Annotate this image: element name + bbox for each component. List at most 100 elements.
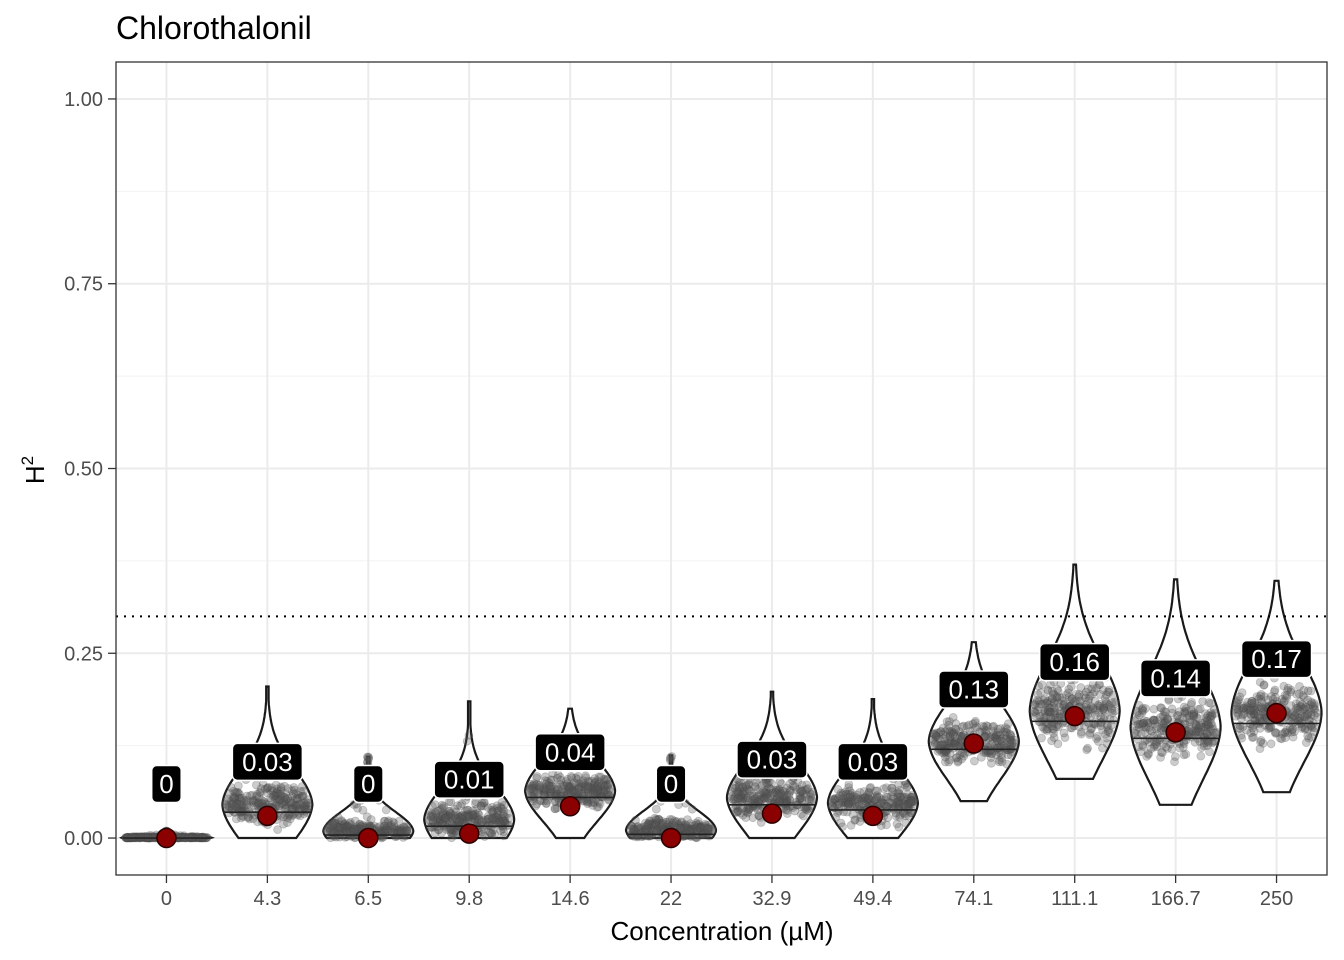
y-axis: 0.00 0.25 0.50 0.75 1.00 xyxy=(64,89,116,850)
jitter-point xyxy=(242,796,252,805)
jitter-point xyxy=(401,831,411,841)
jitter-point xyxy=(496,826,506,836)
jitter-point xyxy=(327,818,337,828)
jitter-point xyxy=(394,816,404,826)
jitter-point xyxy=(287,786,297,796)
jitter-point xyxy=(272,788,282,798)
value-label: 0.14 xyxy=(1150,663,1201,693)
jitter-point xyxy=(1233,708,1242,717)
jitter-point xyxy=(441,813,451,823)
point-estimate-4.3 xyxy=(257,805,278,827)
jitter-point xyxy=(344,819,354,828)
jitter-point xyxy=(197,832,207,842)
jitter-point xyxy=(563,774,573,784)
jitter-point xyxy=(1256,691,1265,701)
jitter-point xyxy=(566,787,575,797)
jitter-point xyxy=(373,823,382,832)
jitter-point xyxy=(281,795,291,804)
jitter-point xyxy=(603,782,612,792)
jitter-point xyxy=(499,816,509,826)
jitter-point xyxy=(1170,757,1179,767)
jitter-point xyxy=(275,795,285,805)
x-tick-label: 74.1 xyxy=(954,888,993,910)
jitter-point xyxy=(402,821,411,830)
jitter-point xyxy=(265,786,275,795)
jitter-point xyxy=(289,785,299,795)
jitter-point xyxy=(703,825,713,834)
jitter-point xyxy=(341,821,351,831)
x-axis: 0 4.3 6.5 9.8 14.6 22 32.9 49.4 74.1 111.1 166.7 25… xyxy=(161,875,1293,910)
jitter-point xyxy=(644,831,653,841)
y-tick-label: 0.50 xyxy=(64,459,103,481)
jitter-point xyxy=(996,734,1005,744)
jitter-point xyxy=(1036,699,1045,709)
jitter-point xyxy=(857,797,867,806)
jitter-point xyxy=(251,798,261,808)
jitter-point xyxy=(257,796,267,806)
jitter-point xyxy=(583,776,593,786)
jitter-point xyxy=(1206,714,1215,724)
jitter-point xyxy=(645,816,655,826)
jitter-point xyxy=(751,777,761,787)
jitter-point xyxy=(268,791,278,801)
jitter-point xyxy=(293,794,303,804)
jitter-point xyxy=(838,822,847,832)
jitter-point xyxy=(221,799,231,809)
jitter-point xyxy=(356,821,366,831)
jitter-point xyxy=(298,791,308,801)
jitter-point xyxy=(137,832,147,842)
jitter-point xyxy=(555,772,565,782)
jitter-point xyxy=(287,798,297,807)
jitter-point xyxy=(269,790,279,800)
jitter-point xyxy=(292,800,302,810)
jitter-point xyxy=(296,787,306,796)
x-tick-label: 32.9 xyxy=(752,888,791,910)
x-tick-label: 4.3 xyxy=(253,888,281,910)
jitter-point xyxy=(364,754,373,764)
value-label: 0 xyxy=(361,769,375,799)
value-label: 0 xyxy=(159,769,173,799)
jitter-point xyxy=(249,801,259,810)
jitter-point xyxy=(250,795,260,805)
jitter-point xyxy=(744,805,754,815)
jitter-point xyxy=(945,749,955,758)
jitter-point xyxy=(545,784,555,794)
jitter-point xyxy=(286,800,296,810)
jitter-point xyxy=(363,752,373,762)
jitter-point xyxy=(337,823,347,833)
jitter-point xyxy=(228,794,238,804)
jitter-point xyxy=(179,832,189,842)
jitter-point xyxy=(286,798,296,808)
jitter-point xyxy=(1300,712,1310,722)
jitter-point xyxy=(199,832,209,842)
jitter-point xyxy=(295,800,305,810)
point-estimate-6.5 xyxy=(358,827,379,849)
jitter-point xyxy=(1037,680,1047,690)
jitter-point xyxy=(229,792,238,802)
jitter-point xyxy=(243,813,253,823)
jitter-point xyxy=(248,814,258,824)
jitter-point xyxy=(266,793,276,803)
jitter-point xyxy=(379,825,389,835)
jitter-point xyxy=(281,789,291,799)
jitter-point xyxy=(1205,747,1214,757)
jitter-point xyxy=(242,791,252,801)
point-estimate-166.7 xyxy=(1165,722,1186,743)
x-tick-label: 166.7 xyxy=(1151,888,1201,910)
jitter-point xyxy=(235,793,245,803)
jitter-point xyxy=(377,824,387,834)
jitter-point xyxy=(243,803,253,812)
jitter-point xyxy=(190,832,200,842)
jitter-point xyxy=(283,784,293,793)
jitter-point xyxy=(437,800,447,810)
jitter-point xyxy=(224,802,234,811)
jitter-point xyxy=(293,810,303,820)
jitter-point xyxy=(275,795,285,804)
jitter-point xyxy=(239,804,249,814)
jitter-point xyxy=(476,801,486,811)
jitter-point xyxy=(389,824,399,834)
jitter-point xyxy=(1257,703,1267,712)
jitter-point xyxy=(396,824,406,833)
jitter-point xyxy=(1003,719,1013,729)
jitter-point xyxy=(186,832,196,842)
